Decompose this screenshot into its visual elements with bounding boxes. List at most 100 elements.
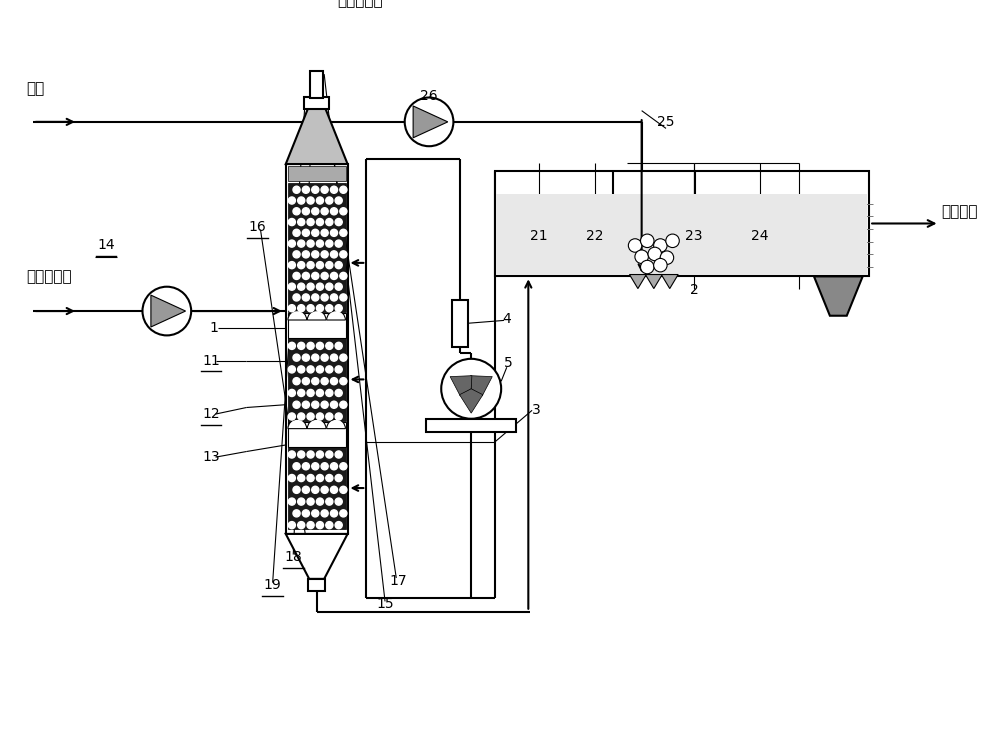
Text: 14: 14 — [97, 239, 115, 253]
Bar — [288, 166, 346, 181]
Circle shape — [293, 294, 300, 301]
Circle shape — [307, 218, 314, 225]
Circle shape — [330, 509, 338, 517]
Text: 4: 4 — [502, 312, 511, 326]
Circle shape — [321, 208, 328, 215]
Circle shape — [654, 239, 667, 253]
Circle shape — [302, 401, 309, 408]
Circle shape — [335, 413, 342, 420]
Circle shape — [288, 283, 295, 290]
Circle shape — [312, 251, 319, 258]
Circle shape — [330, 401, 338, 408]
Polygon shape — [413, 106, 448, 138]
Circle shape — [326, 240, 333, 247]
Circle shape — [666, 234, 679, 247]
Circle shape — [321, 401, 328, 408]
Circle shape — [302, 378, 309, 385]
Circle shape — [302, 208, 309, 215]
Circle shape — [293, 509, 300, 517]
Bar — [495, 171, 869, 277]
Circle shape — [307, 305, 314, 312]
Circle shape — [335, 218, 342, 225]
Circle shape — [326, 218, 333, 225]
Circle shape — [335, 498, 342, 505]
Text: 22: 22 — [586, 229, 604, 243]
Circle shape — [335, 343, 342, 349]
Text: 23: 23 — [685, 229, 703, 243]
Text: 剩余污泥: 剩余污泥 — [941, 203, 978, 219]
Circle shape — [648, 247, 662, 261]
Bar — [304, 97, 329, 109]
Bar — [288, 183, 346, 312]
Circle shape — [335, 283, 342, 290]
Circle shape — [288, 305, 295, 312]
Circle shape — [312, 272, 319, 280]
Circle shape — [312, 229, 319, 236]
Circle shape — [312, 463, 319, 470]
Polygon shape — [645, 274, 662, 288]
Circle shape — [307, 283, 314, 290]
Circle shape — [321, 186, 328, 193]
Circle shape — [293, 378, 300, 385]
Circle shape — [293, 272, 300, 280]
Circle shape — [302, 251, 309, 258]
Circle shape — [302, 294, 309, 301]
Circle shape — [335, 366, 342, 373]
Circle shape — [316, 474, 324, 482]
Circle shape — [312, 294, 319, 301]
Bar — [452, 300, 468, 347]
Circle shape — [302, 186, 309, 193]
Circle shape — [641, 234, 654, 247]
Circle shape — [307, 343, 314, 349]
Bar — [288, 338, 346, 421]
Circle shape — [326, 197, 333, 204]
Circle shape — [307, 366, 314, 373]
Circle shape — [321, 272, 328, 280]
Circle shape — [307, 474, 314, 482]
Circle shape — [326, 451, 333, 458]
Circle shape — [298, 283, 305, 290]
Circle shape — [288, 413, 295, 420]
Circle shape — [312, 486, 319, 493]
Circle shape — [340, 354, 347, 361]
Text: 12: 12 — [202, 407, 220, 421]
Circle shape — [316, 261, 324, 269]
Circle shape — [298, 305, 305, 312]
Circle shape — [288, 498, 295, 505]
Polygon shape — [629, 274, 646, 288]
Polygon shape — [286, 534, 348, 579]
Circle shape — [326, 498, 333, 505]
Circle shape — [298, 498, 305, 505]
Circle shape — [340, 186, 347, 193]
Circle shape — [321, 463, 328, 470]
Circle shape — [302, 229, 309, 236]
Text: 25: 25 — [657, 115, 675, 129]
Polygon shape — [460, 389, 483, 413]
Text: 3: 3 — [532, 403, 541, 417]
Circle shape — [307, 522, 314, 529]
Circle shape — [635, 250, 648, 264]
Circle shape — [340, 401, 347, 408]
Circle shape — [312, 401, 319, 408]
Circle shape — [340, 251, 347, 258]
Circle shape — [298, 240, 305, 247]
Circle shape — [316, 413, 324, 420]
Polygon shape — [814, 277, 863, 315]
Circle shape — [641, 261, 654, 274]
Circle shape — [316, 343, 324, 349]
Circle shape — [628, 239, 642, 253]
Circle shape — [307, 197, 314, 204]
Circle shape — [307, 240, 314, 247]
Circle shape — [321, 486, 328, 493]
Circle shape — [298, 389, 305, 397]
Text: 5: 5 — [504, 356, 513, 370]
Circle shape — [326, 366, 333, 373]
Circle shape — [288, 474, 295, 482]
Circle shape — [340, 272, 347, 280]
Circle shape — [321, 294, 328, 301]
Circle shape — [298, 413, 305, 420]
Circle shape — [307, 451, 314, 458]
Circle shape — [330, 251, 338, 258]
Circle shape — [340, 294, 347, 301]
Circle shape — [312, 186, 319, 193]
